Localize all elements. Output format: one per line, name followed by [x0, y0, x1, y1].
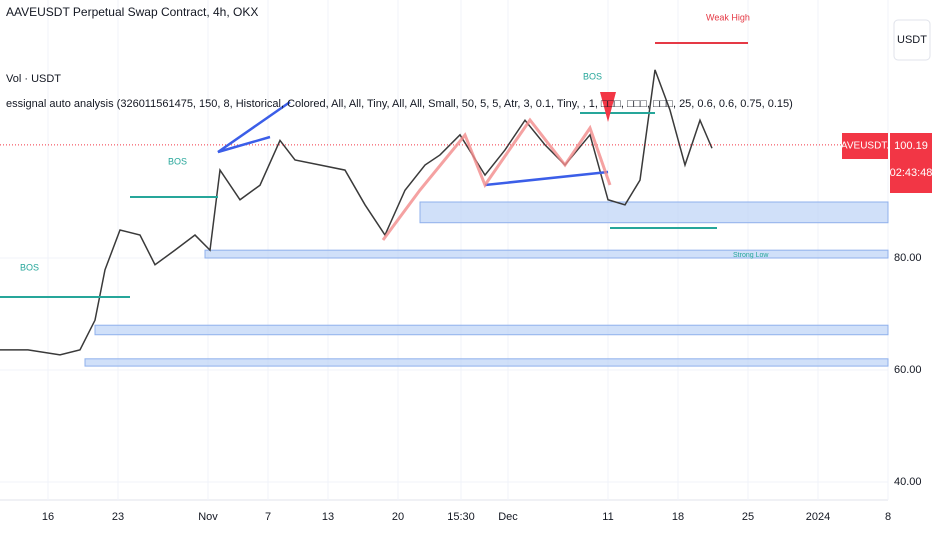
chart-title: AAVEUSDT Perpetual Swap Contract, 4h, OK… [6, 5, 258, 19]
sell-signal [600, 92, 616, 122]
x-tick-label: Nov [198, 511, 218, 523]
x-tick-label: 7 [265, 511, 271, 523]
annotation: Strong Low [733, 252, 769, 259]
annotation: BOS [168, 156, 187, 166]
x-tick-label: Dec [498, 511, 518, 523]
subtitle: Vol · USDT [6, 73, 61, 85]
symbol-tag [842, 133, 888, 159]
trend-line [217, 100, 291, 154]
zigzag [381, 117, 612, 241]
zone [94, 324, 889, 336]
x-tick-label: 23 [112, 511, 124, 523]
x-tick-label: 2024 [806, 511, 830, 523]
indicator-label: essignal auto analysis (326011561475, 15… [6, 98, 793, 110]
countdown: 02:43:48 [890, 167, 932, 179]
plot [0, 0, 889, 500]
x-tick-label: 20 [392, 511, 404, 523]
y-tick-label: 60.00 [894, 364, 922, 376]
currency-button[interactable] [893, 19, 931, 61]
annotation: BOS [583, 71, 602, 81]
last-price-label: 100.19 [894, 140, 928, 152]
zone [84, 358, 889, 367]
zone [204, 249, 889, 259]
trend-line [484, 170, 609, 187]
annotation: BOS [20, 262, 39, 272]
symbol-label: AAVEUSDT.P [834, 141, 896, 152]
currency-label[interactable]: USDT [897, 34, 927, 46]
y-tick-label: 40.00 [894, 476, 922, 488]
y-tick-label: 80.00 [894, 252, 922, 264]
x-tick-label: 25 [742, 511, 754, 523]
x-tick-label: 8 [885, 511, 891, 523]
x-tick-label: 11 [602, 511, 613, 523]
price-tag [890, 133, 932, 193]
x-tick-label: 18 [672, 511, 684, 523]
x-tick-label: 15:30 [447, 511, 475, 523]
zone [419, 201, 889, 224]
price-line [0, 69, 713, 356]
x-tick-label: 13 [322, 511, 334, 523]
annotation: Weak High [706, 12, 750, 22]
x-tick-label: 16 [42, 511, 54, 523]
